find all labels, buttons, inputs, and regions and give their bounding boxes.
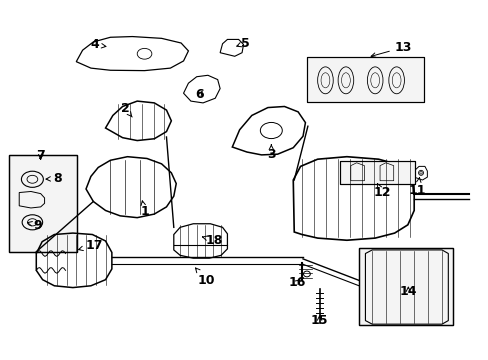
Text: 3: 3 <box>266 145 275 161</box>
Bar <box>306 57 423 102</box>
Text: 7: 7 <box>36 149 45 162</box>
Bar <box>358 248 452 325</box>
Bar <box>9 155 77 252</box>
Bar <box>9 155 77 252</box>
Text: 2: 2 <box>121 102 132 117</box>
Text: 13: 13 <box>370 41 411 57</box>
Text: 4: 4 <box>90 38 106 51</box>
Text: 5: 5 <box>236 36 249 50</box>
Text: 18: 18 <box>202 234 223 247</box>
Bar <box>358 248 452 325</box>
Text: 9: 9 <box>27 219 42 232</box>
Text: 8: 8 <box>46 172 62 185</box>
Text: 12: 12 <box>372 184 390 199</box>
Text: 17: 17 <box>79 239 103 252</box>
Bar <box>339 161 414 184</box>
Bar <box>306 57 423 102</box>
Text: 15: 15 <box>310 314 327 327</box>
Text: 10: 10 <box>195 268 215 287</box>
Text: 6: 6 <box>195 88 203 101</box>
Text: 16: 16 <box>288 276 305 289</box>
Text: 11: 11 <box>408 177 426 197</box>
Text: 14: 14 <box>399 285 416 298</box>
Text: 1: 1 <box>140 201 149 218</box>
Bar <box>339 161 414 184</box>
